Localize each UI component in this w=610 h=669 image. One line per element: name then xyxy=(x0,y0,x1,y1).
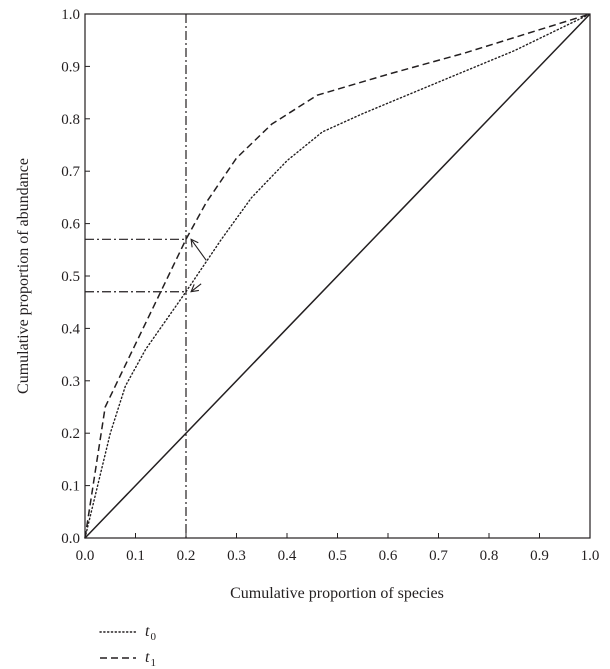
x-tick-label: 0.4 xyxy=(278,548,297,564)
x-tick-label: 0.3 xyxy=(227,548,246,564)
x-tick-label: 0.2 xyxy=(177,548,196,564)
x-tick-label: 0.8 xyxy=(480,548,499,564)
y-tick-label: 0.8 xyxy=(61,112,80,128)
legend-label-t0: t0 xyxy=(145,623,156,643)
annotation-arrow xyxy=(190,283,202,293)
x-axis-ticks: 0.0 0.1 0.2 0.3 0.4 0.5 0.6 0.7 0.8 0.9 1.0 xyxy=(76,533,600,564)
x-tick-label: 0.1 xyxy=(126,548,145,564)
plot-area: 0.0 0.1 0.2 0.3 0.4 0.5 0.6 0.7 0.8 0.9 1.0 0.0 0.1… xyxy=(61,7,599,564)
y-tick-label: 0.6 xyxy=(61,217,80,233)
annotation-arrow xyxy=(190,238,207,261)
y-tick-label: 0.0 xyxy=(61,531,80,547)
legend-label-t1: t1 xyxy=(145,649,156,669)
y-tick-label: 0.2 xyxy=(61,426,80,442)
x-tick-label: 0.0 xyxy=(76,548,95,564)
x-tick-label: 0.5 xyxy=(328,548,347,564)
y-tick-label: 0.7 xyxy=(61,164,80,180)
y-axis-ticks: 0.0 0.1 0.2 0.3 0.4 0.5 0.6 0.7 0.8 0.9 1.0 xyxy=(61,7,90,547)
annotation-arrowhead xyxy=(190,238,199,248)
x-tick-label: 0.9 xyxy=(530,548,549,564)
x-tick-label: 1.0 xyxy=(581,548,600,564)
series-layer xyxy=(84,13,591,539)
y-tick-label: 0.3 xyxy=(61,374,80,390)
series-line-equality xyxy=(84,13,591,539)
y-tick-label: 0.1 xyxy=(61,479,80,495)
annotation-layer xyxy=(85,14,207,538)
series-line-t1 xyxy=(84,13,591,539)
x-tick-label: 0.7 xyxy=(429,548,448,564)
y-tick-label: 1.0 xyxy=(61,7,80,23)
y-tick-label: 0.4 xyxy=(61,321,80,337)
x-tick-label: 0.6 xyxy=(379,548,398,564)
series-line-t0 xyxy=(84,13,591,539)
y-tick-label: 0.5 xyxy=(61,269,80,285)
annotation-arrowhead xyxy=(190,284,199,293)
y-tick-label: 0.9 xyxy=(61,59,80,75)
y-axis-title: Cumulative proportion of abundance xyxy=(15,158,32,394)
x-axis-title: Cumulative proportion of species xyxy=(230,585,444,602)
